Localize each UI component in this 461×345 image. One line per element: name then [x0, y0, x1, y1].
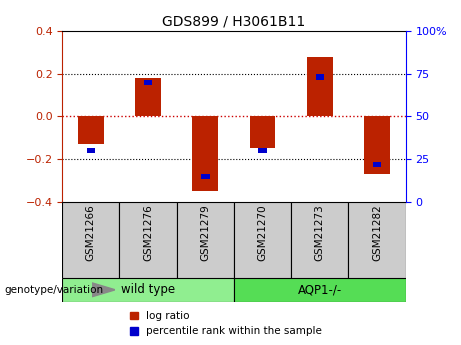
Bar: [234, 202, 291, 278]
Bar: [373, 161, 381, 167]
Bar: [349, 202, 406, 278]
Bar: [144, 80, 153, 85]
Bar: [135, 78, 161, 117]
Text: genotype/variation: genotype/variation: [5, 285, 104, 295]
Bar: [62, 202, 119, 278]
Bar: [315, 75, 324, 80]
Title: GDS899 / H3061B11: GDS899 / H3061B11: [162, 14, 306, 29]
Polygon shape: [92, 283, 115, 297]
Bar: [78, 117, 104, 144]
Text: AQP1-/-: AQP1-/-: [298, 283, 342, 296]
Text: wild type: wild type: [121, 283, 175, 296]
Bar: [364, 117, 390, 174]
Bar: [250, 117, 276, 148]
Text: GSM21276: GSM21276: [143, 204, 153, 261]
Bar: [192, 117, 218, 191]
Bar: [291, 202, 349, 278]
Bar: [177, 202, 234, 278]
Bar: [234, 278, 406, 302]
Bar: [258, 148, 267, 153]
Text: GSM21270: GSM21270: [258, 204, 267, 261]
Bar: [201, 174, 210, 179]
Bar: [87, 148, 95, 153]
Bar: [119, 202, 177, 278]
Text: GSM21282: GSM21282: [372, 204, 382, 261]
Legend: log ratio, percentile rank within the sample: log ratio, percentile rank within the sa…: [130, 311, 322, 336]
Bar: [62, 278, 234, 302]
Text: GSM21279: GSM21279: [201, 204, 210, 261]
Bar: [307, 57, 333, 117]
Text: GSM21273: GSM21273: [315, 204, 325, 261]
Text: GSM21266: GSM21266: [86, 204, 96, 261]
